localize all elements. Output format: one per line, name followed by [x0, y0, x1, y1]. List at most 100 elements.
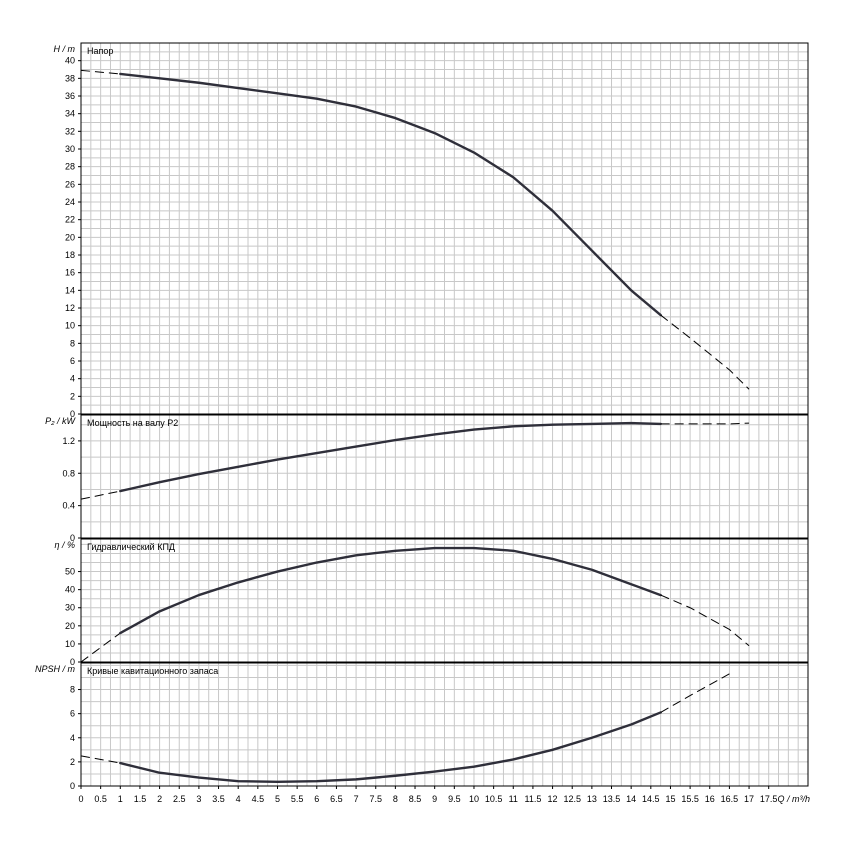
panel-title: Кривые кавитационного запаса — [87, 666, 218, 676]
curve-extrapolated — [80, 755, 121, 764]
x-tick-label: 13.5 — [603, 794, 621, 804]
y-tick-label: 2 — [70, 391, 75, 401]
y-tick-label: 32 — [65, 126, 75, 136]
y-tick-label: 30 — [65, 603, 75, 613]
y-tick-label: 12 — [65, 303, 75, 313]
panel-frame — [80, 42, 809, 415]
x-tick-label: 0.5 — [94, 794, 107, 804]
y-tick-label: 2 — [70, 757, 75, 767]
x-tick-label: 5.5 — [291, 794, 304, 804]
x-tick-label: 8 — [393, 794, 398, 804]
panel-title: Гидравлический КПД — [87, 542, 175, 552]
y-tick-label: 0 — [70, 657, 75, 667]
y-axis-label: P₂ / kW — [45, 416, 76, 426]
x-tick-label: 16 — [705, 794, 715, 804]
y-tick-label: 34 — [65, 109, 75, 119]
curve-extrapolated — [660, 673, 730, 713]
x-tick-label: 10.5 — [485, 794, 503, 804]
y-tick-label: 0 — [70, 533, 75, 543]
curve-operating — [119, 421, 662, 493]
x-tick-label: 4.5 — [252, 794, 265, 804]
y-tick-label: 4 — [70, 733, 75, 743]
curve-extrapolated — [660, 422, 750, 425]
x-tick-label: 2 — [157, 794, 162, 804]
panel-frame — [80, 662, 809, 787]
x-tick-label: 0 — [78, 794, 83, 804]
y-tick-label: 10 — [65, 639, 75, 649]
x-tick-label: 14 — [626, 794, 636, 804]
x-tick-label: 3.5 — [212, 794, 225, 804]
y-tick-label: 50 — [65, 567, 75, 577]
y-tick-label: 38 — [65, 73, 75, 83]
x-tick-label: 2.5 — [173, 794, 186, 804]
y-tick-label: 8 — [70, 338, 75, 348]
x-tick-label: 7 — [354, 794, 359, 804]
y-tick-label: 6 — [70, 709, 75, 719]
x-tick-label: 13 — [587, 794, 597, 804]
panel-frame — [80, 538, 809, 663]
x-tick-label: 9 — [432, 794, 437, 804]
x-tick-label: 11 — [509, 794, 518, 804]
x-tick-label: 7.5 — [369, 794, 382, 804]
y-tick-label: 28 — [65, 162, 75, 172]
x-tick-label: 15 — [665, 794, 675, 804]
y-tick-label: 40 — [65, 56, 75, 66]
y-tick-label: 30 — [65, 144, 75, 154]
x-tick-label: 16.5 — [721, 794, 739, 804]
y-tick-label: 24 — [65, 197, 75, 207]
panel-title: Напор — [87, 46, 113, 56]
curve-extrapolated — [80, 632, 121, 663]
x-tick-label: 10 — [469, 794, 479, 804]
y-tick-label: 0.8 — [62, 468, 75, 478]
panel-frame — [80, 414, 809, 539]
x-tick-label: 12 — [548, 794, 558, 804]
curve-extrapolated — [80, 69, 121, 75]
panel-3: 0 10 20 30 40 50 η / % Гидравлический КПД — [54, 538, 809, 667]
y-axis-label: H / m — [54, 44, 76, 54]
curve-operating — [119, 546, 662, 635]
y-tick-label: 14 — [65, 285, 75, 295]
y-tick-label: 18 — [65, 250, 75, 260]
curve-extrapolated — [80, 490, 121, 500]
y-tick-label: 40 — [65, 585, 75, 595]
curve-operating — [119, 711, 662, 783]
y-tick-label: 16 — [65, 268, 75, 278]
y-axis-label: η / % — [54, 540, 75, 550]
x-tick-label: 6.5 — [330, 794, 343, 804]
x-axis: 0 0.5 1 1.5 2 2.5 3 3.5 4 4.5 5 5.5 6 6.5 7 7.5 8 8.5 9 9.5… — [78, 786, 810, 804]
y-tick-label: 6 — [70, 356, 75, 366]
y-tick-label: 1.2 — [62, 436, 75, 446]
x-tick-label: 5 — [275, 794, 280, 804]
x-tick-label: 1 — [118, 794, 123, 804]
curve-operating — [119, 72, 662, 317]
x-tick-label: 15.5 — [681, 794, 699, 804]
y-axis-label: NPSH / m — [35, 664, 76, 674]
y-tick-label: 20 — [65, 621, 75, 631]
panel-2: 0 0.4 0.8 1.2 P₂ / kW Мощность на валу P2 — [45, 414, 809, 543]
curve-extrapolated — [660, 594, 750, 647]
x-tick-label: 11.5 — [524, 794, 541, 804]
y-tick-label: 0 — [70, 409, 75, 419]
x-tick-label: 12.5 — [563, 794, 581, 804]
x-tick-label: 17.5 — [760, 794, 778, 804]
x-tick-label: 17 — [744, 794, 754, 804]
y-tick-label: 36 — [65, 91, 75, 101]
y-tick-label: 0 — [70, 781, 75, 791]
panel-title: Мощность на валу P2 — [87, 418, 178, 428]
y-tick-label: 20 — [65, 232, 75, 242]
panel-4: 0 2 4 6 8 NPSH / m Кривые кавитационного запас… — [35, 662, 809, 791]
y-tick-label: 22 — [65, 215, 75, 225]
x-axis-label: Q / m³/h — [777, 794, 810, 804]
x-tick-label: 14.5 — [642, 794, 660, 804]
x-tick-label: 9.5 — [448, 794, 461, 804]
curve-extrapolated — [660, 314, 750, 390]
x-tick-label: 3 — [196, 794, 201, 804]
y-tick-label: 0.4 — [62, 501, 75, 511]
x-tick-label: 8.5 — [409, 794, 422, 804]
y-tick-label: 4 — [70, 374, 75, 384]
y-tick-label: 10 — [65, 321, 75, 331]
x-tick-label: 4 — [236, 794, 241, 804]
